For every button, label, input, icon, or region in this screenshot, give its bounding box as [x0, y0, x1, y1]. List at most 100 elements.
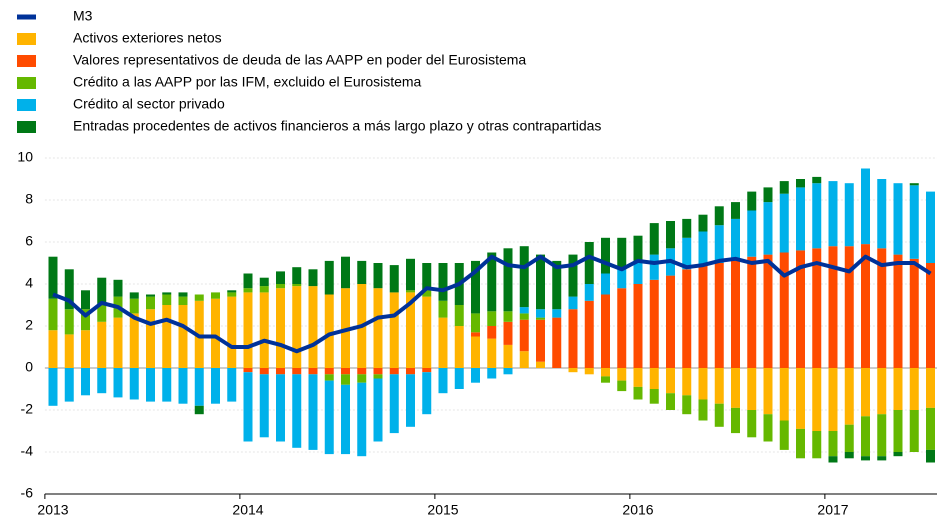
- bar-segment: [194, 405, 204, 415]
- x-tick-label: 2014: [232, 502, 263, 518]
- bar-segment: [97, 305, 107, 322]
- bar-segment: [796, 428, 805, 459]
- bar-segment: [649, 368, 659, 389]
- bar-segment: [406, 292, 415, 368]
- y-tick-label: 0: [25, 359, 33, 375]
- bar-segment: [503, 248, 513, 312]
- bar-segment: [471, 260, 480, 314]
- bar-segment: [714, 403, 724, 427]
- bar-segment: [503, 321, 513, 345]
- bar-segment: [292, 286, 302, 368]
- bar-segment: [81, 309, 90, 331]
- bar-segment: [877, 456, 887, 461]
- legend-swatch: [17, 77, 36, 89]
- bar-segment: [828, 431, 838, 457]
- bar-segment: [926, 449, 935, 463]
- bar-segment: [909, 258, 919, 368]
- bar-segment: [731, 218, 740, 261]
- bar-segment: [649, 223, 659, 255]
- bar-segment: [893, 410, 903, 452]
- y-tick-label: 8: [25, 191, 33, 207]
- bar-segment: [487, 338, 497, 368]
- bar-segment: [178, 296, 188, 305]
- x-tick-label: 2017: [817, 502, 848, 518]
- bar-segment: [373, 378, 383, 442]
- bar-segment: [97, 277, 107, 305]
- bar-segment: [633, 235, 643, 261]
- bar-segment: [243, 273, 253, 289]
- bar-segment: [844, 246, 854, 368]
- bar-segment: [113, 317, 123, 368]
- bar-segment: [568, 309, 578, 368]
- bar-segment: [438, 317, 448, 368]
- bar-segment: [211, 292, 220, 299]
- bar-segment: [633, 386, 643, 400]
- bar-segment: [129, 298, 139, 314]
- bar-segment: [519, 307, 529, 314]
- bar-segment: [617, 237, 627, 270]
- bar-segment: [601, 294, 610, 368]
- bar-segment: [909, 183, 919, 186]
- bar-segment: [649, 254, 659, 280]
- bar-segment: [259, 292, 269, 368]
- bar-segment: [341, 368, 350, 375]
- bar-segment: [828, 246, 838, 368]
- bar-segment: [519, 351, 529, 368]
- bar-segment: [536, 309, 545, 318]
- bar-segment: [276, 374, 285, 442]
- bar-segment: [747, 256, 757, 368]
- bar-segment: [763, 414, 773, 442]
- bar-segment: [194, 294, 204, 301]
- bar-segment: [649, 389, 659, 404]
- bar-segment: [227, 296, 237, 368]
- legend-swatch: [17, 33, 36, 45]
- bar-segment: [519, 319, 529, 352]
- bar-segment: [601, 376, 610, 383]
- bar-segment: [861, 168, 870, 245]
- bar-segment: [48, 256, 58, 299]
- bar-segment: [324, 368, 334, 375]
- bar-segment: [617, 269, 627, 289]
- bar-segment: [666, 368, 675, 394]
- bar-segment: [568, 254, 578, 297]
- bar-segment: [503, 311, 513, 322]
- bar-segment: [633, 260, 643, 284]
- bar-segment: [211, 368, 220, 404]
- bar-segment: [812, 431, 822, 459]
- bar-segment: [633, 284, 643, 368]
- x-tick-label: 2015: [427, 502, 458, 518]
- bar-segment: [259, 286, 269, 293]
- bar-segment: [487, 368, 497, 379]
- bar-segment: [796, 187, 805, 251]
- bar-segment: [308, 286, 318, 368]
- bar-segment: [698, 214, 708, 232]
- bar-segment: [373, 288, 383, 368]
- bar-segment: [731, 202, 740, 219]
- bar-segment: [844, 368, 854, 425]
- bar-segment: [259, 277, 269, 287]
- bar-segment: [552, 260, 562, 310]
- bar-segment: [81, 330, 90, 368]
- bar-segment: [584, 242, 594, 284]
- bar-segment: [178, 368, 188, 404]
- bar-segment: [519, 246, 529, 308]
- bar-segment: [861, 416, 870, 457]
- bar-segment: [909, 410, 919, 452]
- bar-segment: [731, 407, 740, 434]
- bar-segment: [714, 206, 724, 226]
- bar-segment: [503, 368, 513, 375]
- bar-segment: [861, 244, 870, 368]
- bar-segment: [861, 368, 870, 417]
- bar-segment: [503, 344, 513, 368]
- bar-segment: [812, 176, 822, 184]
- bar-segment: [406, 258, 415, 291]
- bar-segment: [389, 374, 399, 434]
- bar-segment: [48, 298, 58, 331]
- bar-segment: [113, 279, 123, 297]
- bar-segment: [162, 305, 172, 368]
- bar-segment: [487, 311, 497, 326]
- bar-segment: [324, 374, 334, 381]
- legend-label: Activos exteriores netos: [73, 30, 222, 46]
- m3-line: [52, 254, 932, 354]
